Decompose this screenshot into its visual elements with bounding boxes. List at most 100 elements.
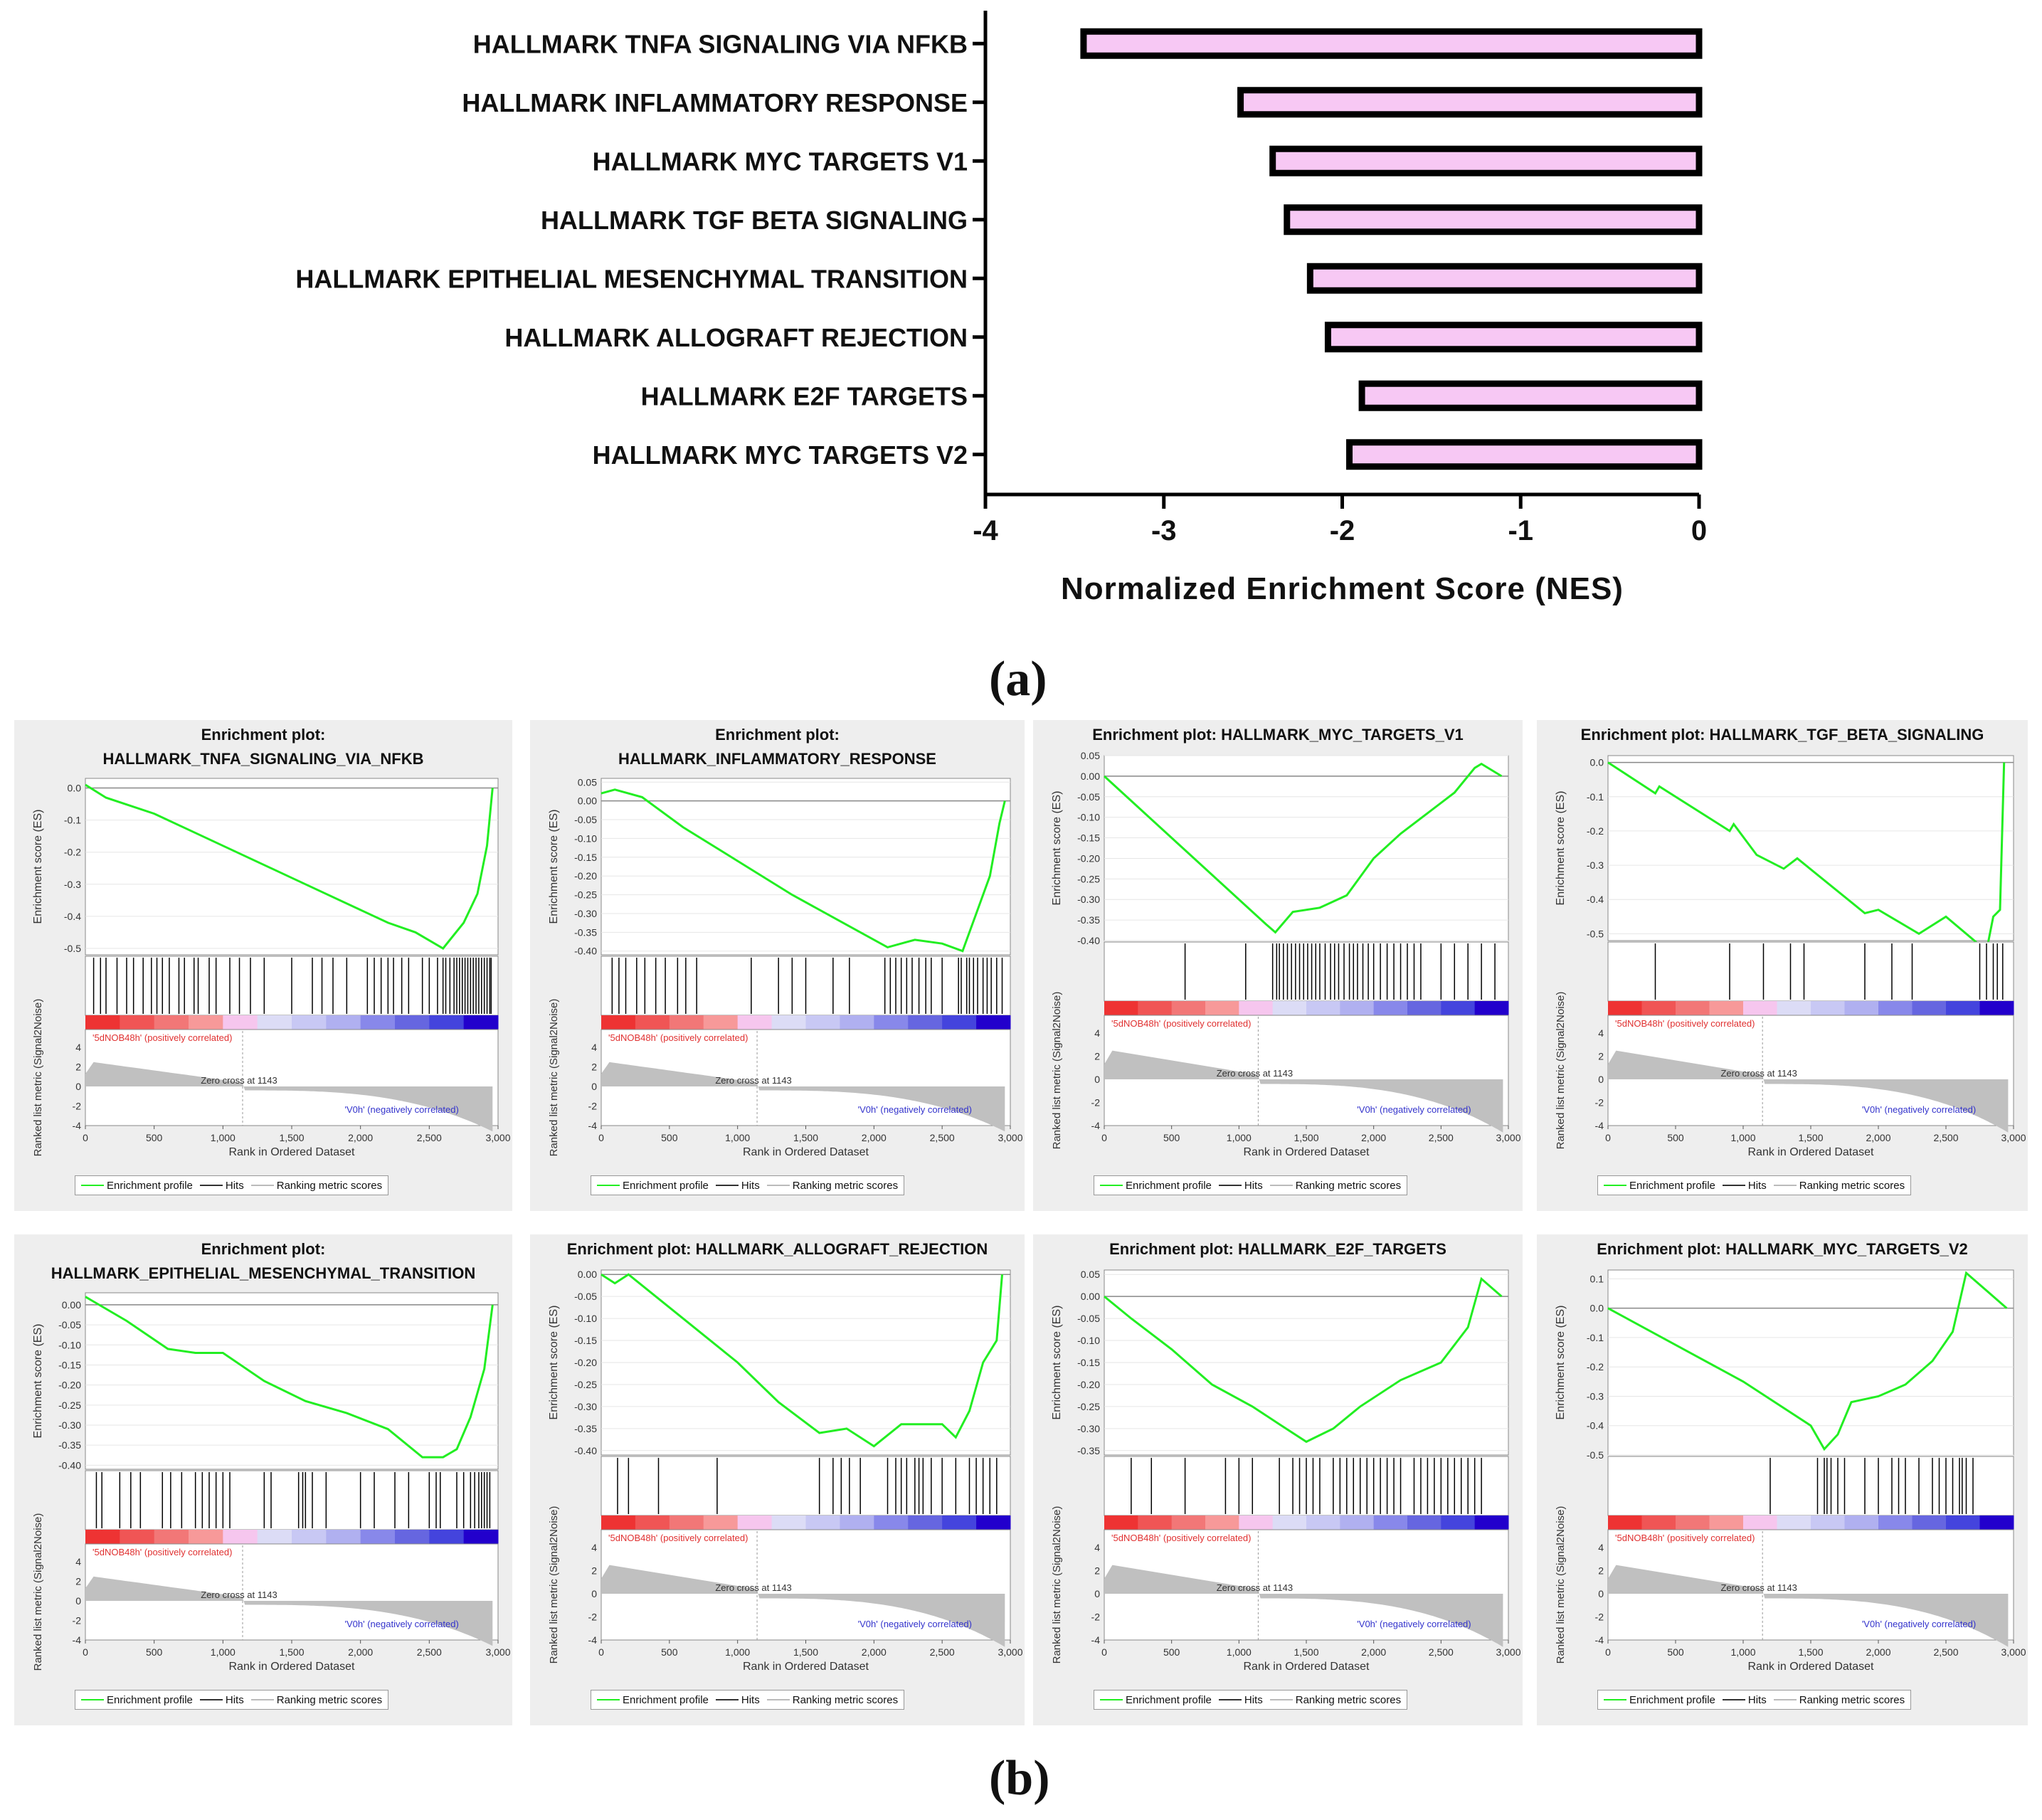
legend-swatch	[1722, 1185, 1745, 1186]
metric-tick-label: 2	[1094, 1051, 1100, 1062]
x-tick-label: 0	[1605, 1646, 1611, 1658]
x-tick-label: 1,000	[1730, 1646, 1755, 1658]
es-tick-label: -0.1	[1587, 1332, 1604, 1343]
x-tick-label: 3,000	[998, 1646, 1022, 1658]
es-tick-label: -0.10	[58, 1339, 81, 1350]
rank-color-segment	[1912, 1001, 1947, 1015]
plot-title-line2: HALLMARK_TNFA_SIGNALING_VIA_NFKB	[102, 750, 424, 768]
es-tick-label: -0.40	[574, 1445, 597, 1456]
rank-color-segment	[1441, 1515, 1476, 1530]
es-tick-label: -0.1	[1587, 791, 1604, 803]
metric-tick-label: 2	[591, 1062, 597, 1073]
es-tick-label: -0.5	[1587, 1449, 1604, 1461]
es-tick-label: -0.2	[1587, 1361, 1604, 1372]
legend-item: Enrichment profile	[1100, 1694, 1212, 1706]
metric-tick-label: -4	[1091, 1120, 1101, 1131]
rank-color-segment	[189, 1015, 223, 1030]
rank-color-segment	[154, 1530, 189, 1544]
es-axis-label: Enrichment score (ES)	[548, 810, 560, 924]
gsea-enrichment-plot: Enrichment plot: HALLMARK_EPITHELIAL_MESE…	[14, 1234, 512, 1725]
rank-color-segment	[1811, 1515, 1845, 1530]
metric-tick-label: 2	[75, 1062, 81, 1073]
es-axis-label: Enrichment score (ES)	[548, 1306, 560, 1420]
plot-legend: Enrichment profile Hits Ranking metric sco…	[75, 1175, 389, 1195]
legend-swatch	[81, 1185, 104, 1186]
rank-color-segment	[942, 1015, 977, 1030]
zero-cross-label: Zero cross at 1143	[201, 1589, 277, 1600]
es-plot-area	[1607, 1269, 2014, 1456]
rank-color-segment	[1239, 1001, 1274, 1015]
metric-axis-label: Ranked list metric (Signal2Noise)	[548, 999, 560, 1157]
metric-tick-label: -4	[1595, 1120, 1604, 1131]
legend-label: Hits	[741, 1179, 760, 1192]
es-tick-label: -0.40	[1077, 935, 1100, 946]
positive-correlation-label: '5dNOB48h' (positively correlated)	[1615, 1533, 1755, 1543]
x-tick-label: 0	[1691, 515, 1707, 546]
plot-title-line2: HALLMARK_EPITHELIAL_MESENCHYMAL_TRANSITI…	[51, 1264, 476, 1282]
metric-tick-label: 2	[591, 1565, 597, 1577]
legend-swatch	[81, 1699, 104, 1700]
gsea-enrichment-plot: Enrichment plot: HALLMARK_ALLOGRAFT_REJE…	[530, 1234, 1025, 1725]
rank-color-segment	[771, 1515, 806, 1530]
plot-title-line1: Enrichment plot:	[201, 726, 326, 744]
legend-swatch	[199, 1185, 223, 1186]
es-tick-label: -0.1	[64, 815, 81, 826]
x-tick-label: 0	[1101, 1132, 1107, 1143]
x-tick-label: 2,500	[417, 1132, 442, 1143]
x-tick-label: 2,500	[930, 1646, 955, 1658]
rank-color-segment	[840, 1015, 874, 1030]
negative-correlation-label: 'V0h' (negatively correlated)	[345, 1619, 459, 1629]
rank-color-segment	[1641, 1001, 1676, 1015]
metric-axis-label: Ranked list metric (Signal2Noise)	[1051, 992, 1063, 1150]
positive-correlation-label: '5dNOB48h' (positively correlated)	[1615, 1018, 1755, 1029]
es-tick-label: 0.05	[578, 776, 597, 788]
x-tick-label: 1,500	[279, 1132, 304, 1143]
rank-color-segment	[635, 1515, 670, 1530]
zero-cross-label: Zero cross at 1143	[1720, 1068, 1797, 1079]
ranking-metric-area	[1608, 1050, 2009, 1133]
es-tick-label: 0.0	[68, 783, 82, 794]
rank-color-segment	[395, 1530, 430, 1544]
rank-color-segment	[85, 1530, 120, 1544]
x-tick-label: -3	[1151, 515, 1177, 546]
plot-legend: Enrichment profile Hits Ranking metric sco…	[1094, 1690, 1408, 1710]
rank-color-segment	[257, 1530, 292, 1544]
es-tick-label: -0.15	[1077, 1357, 1100, 1368]
x-tick-label: 0	[598, 1132, 604, 1143]
es-tick-label: -0.10	[1077, 812, 1100, 823]
legend-item: Enrichment profile	[1604, 1180, 1715, 1192]
category-label: HALLMARK EPITHELIAL MESENCHYMAL TRANSITI…	[295, 264, 968, 293]
rank-color-segment	[463, 1015, 499, 1030]
es-tick-label: -0.3	[64, 879, 81, 890]
x-tick-label: 1,000	[1227, 1646, 1252, 1658]
ranking-metric-area	[601, 1062, 1005, 1132]
metric-tick-label: 4	[1094, 1027, 1100, 1039]
es-tick-label: -0.30	[574, 1401, 597, 1412]
plot-title-line2: Enrichment plot: HALLMARK_E2F_TARGETS	[1109, 1240, 1446, 1258]
metric-tick-label: 0	[591, 1081, 597, 1092]
rank-color-segment	[1373, 1001, 1408, 1015]
rank-color-segment	[1676, 1001, 1710, 1015]
rank-color-segment	[1306, 1001, 1340, 1015]
metric-tick-label: 2	[1598, 1565, 1604, 1577]
metric-tick-label: 0	[1094, 1074, 1100, 1085]
es-plot-area	[85, 1292, 499, 1470]
rank-color-segment	[1205, 1001, 1239, 1015]
panel-a-label: (a)	[989, 652, 1047, 707]
plot-title: Enrichment plot: HALLMARK_TGF_BETA_SIGNA…	[1537, 723, 2028, 747]
legend-item: Hits	[199, 1180, 244, 1192]
legend-swatch	[1269, 1185, 1293, 1186]
rank-color-segment	[1407, 1001, 1441, 1015]
x-axis-title: Normalized Enrichment Score (NES)	[1061, 571, 1624, 606]
x-tick-label: 3,000	[998, 1132, 1022, 1143]
metric-axis-label: Ranked list metric (Signal2Noise)	[1555, 1506, 1567, 1664]
legend-swatch	[1218, 1699, 1242, 1700]
rank-color-segment	[805, 1015, 840, 1030]
x-axis-label: Rank in Ordered Dataset	[1748, 1661, 1875, 1673]
es-tick-label: -0.25	[574, 889, 597, 901]
metric-axis-label: Ranked list metric (Signal2Noise)	[1555, 992, 1567, 1150]
legend-swatch	[199, 1699, 223, 1700]
ranking-metric-area	[1608, 1565, 2009, 1647]
x-axis-label: Rank in Ordered Dataset	[1748, 1146, 1875, 1158]
metric-tick-label: 0	[1598, 1588, 1604, 1599]
